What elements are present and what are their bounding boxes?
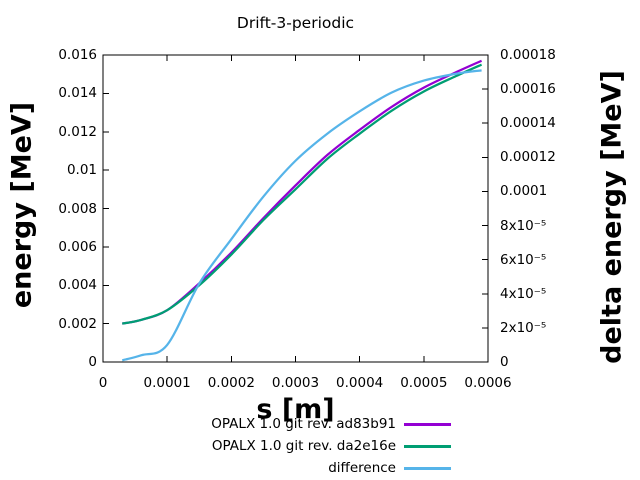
- legend-line-sample: [404, 466, 451, 470]
- y2-tick-label: 0.00016: [500, 81, 556, 98]
- y2-tick-label: 2x10⁻⁵: [500, 319, 547, 336]
- y-tick-label: 0.016: [58, 47, 97, 63]
- legend-item: difference: [211, 457, 451, 479]
- x-axis-label: s [m]: [256, 394, 335, 425]
- legend: OPALX 1.0 git rev. ad83b91 OPALX 1.0 git …: [211, 413, 451, 479]
- y-tick-label: 0.006: [58, 238, 97, 255]
- y2-tick-label: 0.0001: [500, 183, 548, 200]
- y2-axis-label: delta energy [MeV]: [596, 70, 628, 364]
- x-tick-label: 0.0004: [336, 375, 384, 391]
- y-tick-label: 0.008: [58, 200, 97, 217]
- legend-item: OPALX 1.0 git rev. ad83b91: [211, 413, 451, 435]
- legend-item: OPALX 1.0 git rev. da2e16e: [211, 435, 451, 457]
- y2-tick-label: 0: [500, 354, 509, 370]
- legend-label: OPALX 1.0 git rev. ad83b91: [211, 416, 396, 432]
- y2-tick-label: 0.00012: [500, 149, 556, 166]
- y-tick-label: 0.01: [66, 162, 97, 179]
- curve-1: [122, 59, 483, 325]
- plot-border: [102, 54, 489, 363]
- x-tick-label: 0.0002: [207, 375, 255, 391]
- curve-2: [122, 63, 483, 325]
- legend-line-sample: [404, 422, 451, 426]
- y2-tick-label: 0.00014: [500, 115, 556, 132]
- y-tick-label: 0.012: [58, 123, 97, 140]
- y2-tick-label: 8x10⁻⁵: [500, 217, 547, 234]
- chart-title: Drift-3-periodic: [236, 14, 355, 32]
- x-tick-label: 0.0005: [400, 375, 448, 391]
- x-tick-label: 0: [98, 375, 108, 391]
- legend-label: difference: [328, 460, 396, 476]
- x-tick-label: 0.0003: [271, 375, 320, 391]
- y2-tick-label: 6x10⁻⁵: [500, 251, 547, 268]
- y-tick-label: 0.004: [58, 277, 97, 294]
- y-axis-label: energy [MeV]: [6, 101, 38, 309]
- legend-label: OPALX 1.0 git rev. da2e16e: [211, 438, 396, 454]
- x-tick-label: 0.0001: [143, 375, 191, 391]
- y2-tick-label: 0.00018: [500, 47, 556, 63]
- x-tick-label: 0.0006: [464, 375, 512, 391]
- legend-line-sample: [404, 444, 451, 448]
- y-tick-label: 0: [88, 354, 97, 370]
- y-tick-label: 0.014: [58, 85, 97, 102]
- curve-3: [121, 69, 482, 362]
- y-tick-label: 0.002: [58, 315, 97, 332]
- y2-tick-label: 4x10⁻⁵: [500, 285, 547, 302]
